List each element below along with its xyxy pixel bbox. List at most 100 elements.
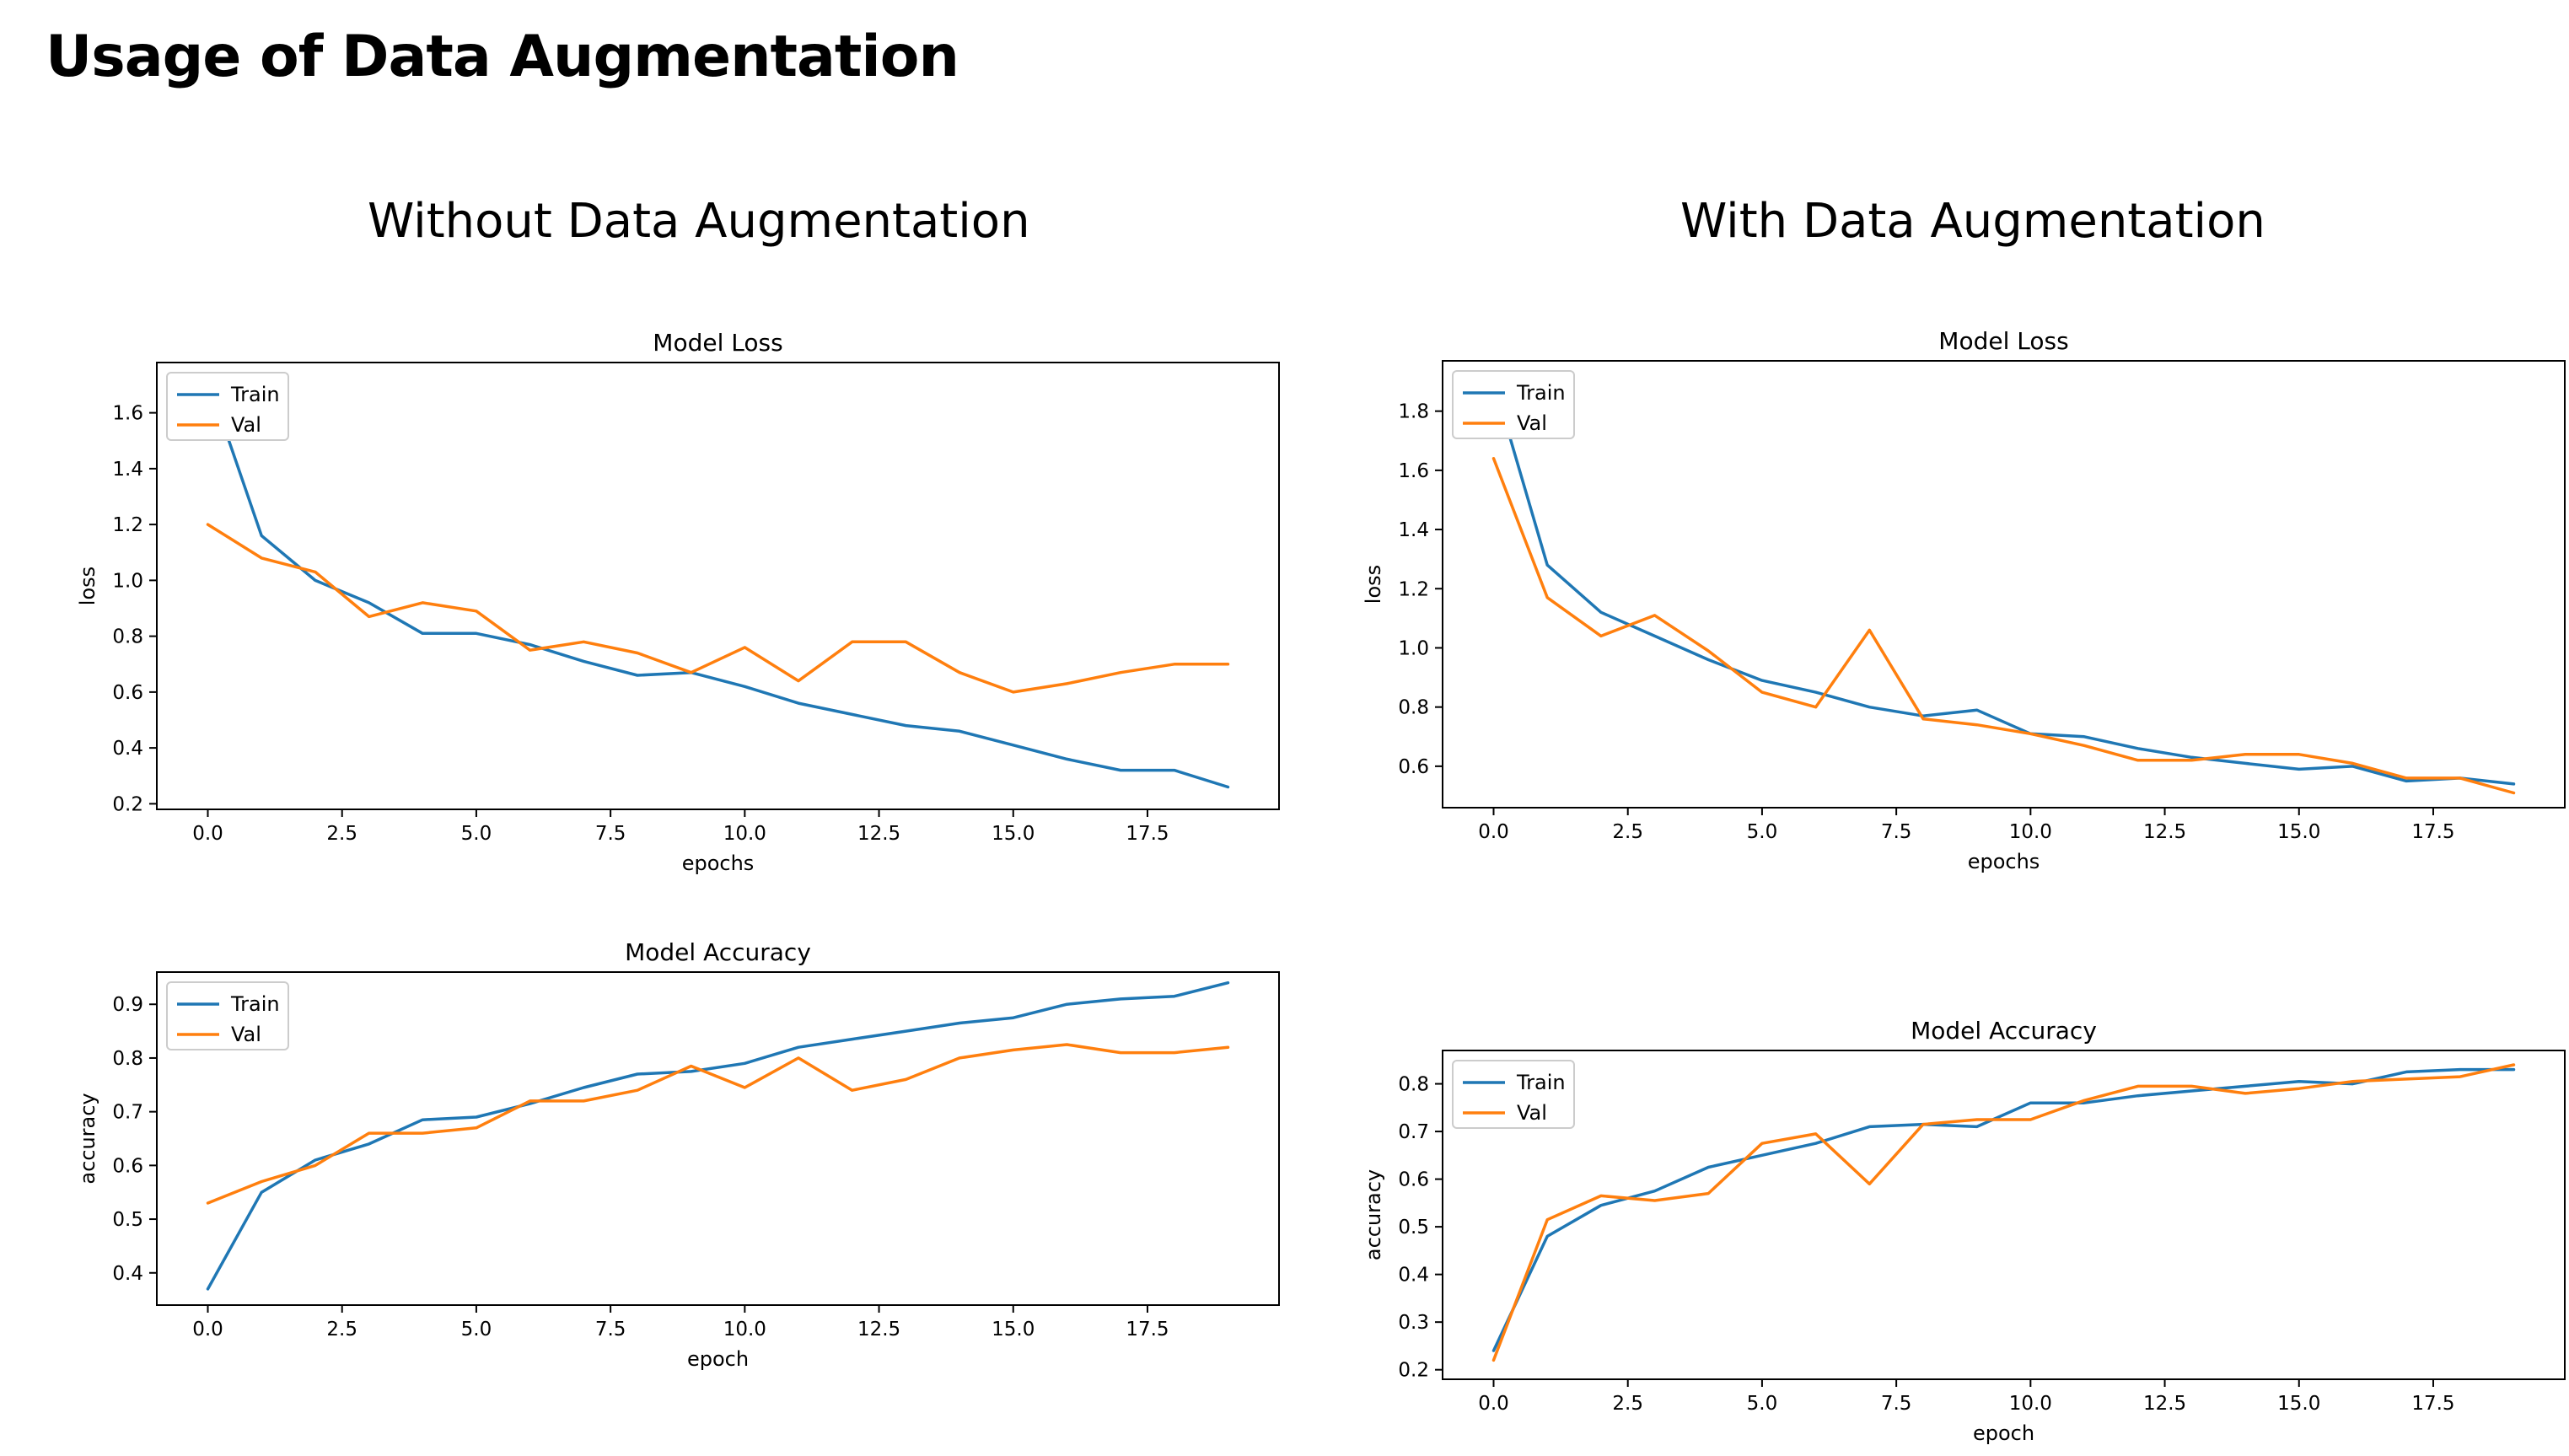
plot-frame <box>156 971 1280 1306</box>
x-tick-label: 2.5 <box>1612 1393 1643 1415</box>
series-line-train <box>1491 1067 2516 1352</box>
plot-frame <box>156 362 1280 810</box>
series-line-val <box>1491 1063 2516 1362</box>
series-line-train <box>206 378 1230 789</box>
y-tick-label: 0.2 <box>1398 1360 1429 1382</box>
x-tick-label: 7.5 <box>595 1319 626 1340</box>
chart-title: Model Accuracy <box>625 938 811 966</box>
y-tick-label: 0.8 <box>1398 1074 1429 1096</box>
y-tick-label: 0.7 <box>1398 1121 1429 1143</box>
y-tick-label: 0.8 <box>112 626 143 648</box>
chart-title: Model Accuracy <box>1911 1017 2097 1045</box>
y-tick-label: 0.4 <box>1398 1265 1429 1287</box>
y-axis-label: loss <box>1362 565 1385 604</box>
x-tick-label: 5.0 <box>1747 821 1778 843</box>
y-tick-label: 1.6 <box>1398 460 1429 482</box>
right-column-heading: With Data Augmentation <box>1680 194 2265 249</box>
legend-label-val: Val <box>231 413 261 437</box>
legend-label-train: Train <box>1516 1071 1566 1094</box>
plot-frame <box>1442 1050 2566 1380</box>
x-tick-label: 7.5 <box>1881 821 1912 843</box>
series-line-train <box>206 981 1230 1291</box>
y-tick-label: 0.6 <box>1398 756 1429 778</box>
legend-label-train: Train <box>1516 381 1566 405</box>
x-tick-label: 0.0 <box>192 1319 223 1340</box>
x-tick-label: 7.5 <box>595 823 626 845</box>
y-tick-label: 0.5 <box>1398 1217 1429 1238</box>
legend-label-val: Val <box>1517 411 1547 435</box>
chart-title: Model Loss <box>653 329 782 357</box>
x-tick-label: 5.0 <box>461 823 492 845</box>
x-axis-label: epochs <box>682 852 755 875</box>
legend-label-train: Train <box>230 992 280 1016</box>
slide-title: Usage of Data Augmentation <box>46 24 959 90</box>
plot-frame <box>1442 360 2566 809</box>
x-tick-label: 5.0 <box>1747 1393 1778 1415</box>
x-tick-label: 12.5 <box>857 823 900 845</box>
x-tick-label: 10.0 <box>2009 1393 2052 1415</box>
legend-label-val: Val <box>1517 1101 1547 1125</box>
chart-title: Model Loss <box>1938 327 2068 355</box>
x-tick-label: 15.0 <box>2277 821 2320 843</box>
x-tick-label: 17.5 <box>2411 1393 2454 1415</box>
x-tick-label: 15.0 <box>992 1319 1035 1340</box>
x-tick-label: 12.5 <box>2143 1393 2186 1415</box>
x-tick-label: 17.5 <box>1126 1319 1169 1340</box>
y-tick-label: 0.5 <box>112 1209 143 1231</box>
x-tick-label: 17.5 <box>1126 823 1169 845</box>
left-column-heading: Without Data Augmentation <box>368 194 1030 249</box>
series-line-train <box>1491 379 2516 786</box>
y-axis-label: loss <box>76 567 99 605</box>
x-tick-label: 2.5 <box>326 1319 357 1340</box>
x-tick-label: 0.0 <box>1478 1393 1509 1415</box>
y-tick-label: 1.2 <box>112 514 143 536</box>
x-tick-label: 2.5 <box>326 823 357 845</box>
x-tick-label: 10.0 <box>2009 821 2052 843</box>
y-tick-label: 0.2 <box>112 793 143 815</box>
y-tick-label: 0.3 <box>1398 1312 1429 1334</box>
x-tick-label: 17.5 <box>2411 821 2454 843</box>
x-tick-label: 0.0 <box>192 823 223 845</box>
y-tick-label: 1.2 <box>1398 578 1429 600</box>
legend-label-val: Val <box>231 1023 261 1046</box>
y-tick-label: 0.4 <box>112 738 143 760</box>
x-tick-label: 5.0 <box>461 1319 492 1340</box>
y-tick-label: 1.6 <box>112 403 143 425</box>
x-axis-label: epoch <box>687 1347 749 1371</box>
y-tick-label: 0.6 <box>1398 1169 1429 1191</box>
x-tick-label: 15.0 <box>2277 1393 2320 1415</box>
x-tick-label: 10.0 <box>723 1319 766 1340</box>
y-tick-label: 0.8 <box>1398 697 1429 719</box>
y-tick-label: 0.9 <box>112 994 143 1016</box>
y-tick-label: 1.0 <box>112 570 143 592</box>
y-axis-label: accuracy <box>1362 1169 1385 1260</box>
x-tick-label: 2.5 <box>1612 821 1643 843</box>
y-tick-label: 1.8 <box>1398 401 1429 423</box>
legend-box <box>1452 370 1575 439</box>
x-tick-label: 10.0 <box>723 823 766 845</box>
y-tick-label: 1.0 <box>1398 637 1429 659</box>
x-tick-label: 7.5 <box>1881 1393 1912 1415</box>
x-tick-label: 12.5 <box>2143 821 2186 843</box>
x-axis-label: epochs <box>1968 850 2040 873</box>
y-tick-label: 1.4 <box>1398 519 1429 541</box>
series-line-val <box>1491 457 2516 795</box>
series-line-val <box>206 523 1230 694</box>
x-tick-label: 12.5 <box>857 1319 900 1340</box>
y-tick-label: 0.6 <box>112 1155 143 1177</box>
y-tick-label: 0.7 <box>112 1102 143 1124</box>
x-axis-label: epoch <box>1973 1421 2034 1445</box>
y-tick-label: 1.4 <box>112 459 143 481</box>
legend-label-train: Train <box>230 383 280 406</box>
series-line-val <box>206 1043 1230 1205</box>
y-tick-label: 0.6 <box>112 682 143 704</box>
legend-box <box>166 372 289 441</box>
x-tick-label: 0.0 <box>1478 821 1509 843</box>
x-tick-label: 15.0 <box>992 823 1035 845</box>
legend-box <box>1452 1060 1575 1129</box>
y-tick-label: 0.4 <box>112 1263 143 1285</box>
